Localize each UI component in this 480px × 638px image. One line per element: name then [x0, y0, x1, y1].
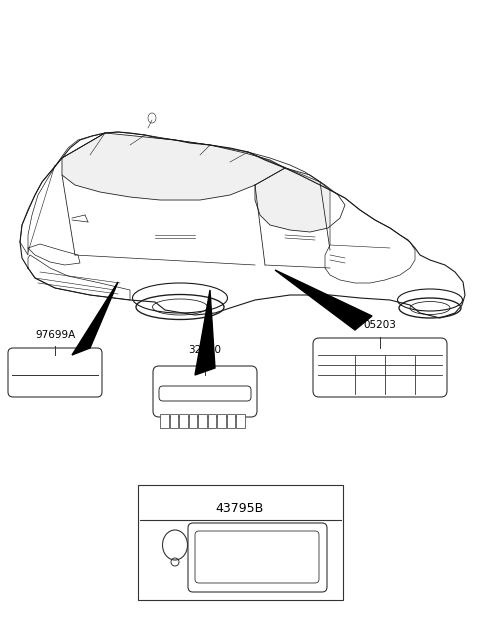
Polygon shape — [62, 133, 285, 200]
Polygon shape — [72, 282, 118, 355]
FancyBboxPatch shape — [159, 386, 251, 401]
FancyBboxPatch shape — [227, 414, 235, 428]
Polygon shape — [255, 168, 345, 232]
FancyBboxPatch shape — [169, 414, 178, 428]
FancyBboxPatch shape — [217, 414, 226, 428]
Text: 97699A: 97699A — [35, 330, 75, 340]
Polygon shape — [195, 290, 215, 375]
FancyBboxPatch shape — [198, 414, 206, 428]
Polygon shape — [275, 270, 372, 330]
FancyBboxPatch shape — [160, 414, 168, 428]
FancyBboxPatch shape — [236, 414, 244, 428]
FancyBboxPatch shape — [8, 348, 102, 397]
FancyBboxPatch shape — [313, 338, 447, 397]
Polygon shape — [20, 133, 105, 255]
Text: 32450: 32450 — [189, 345, 221, 355]
Text: 43795B: 43795B — [216, 502, 264, 515]
FancyBboxPatch shape — [179, 414, 188, 428]
FancyBboxPatch shape — [189, 414, 197, 428]
Text: 05203: 05203 — [363, 320, 396, 330]
Polygon shape — [28, 255, 130, 300]
Polygon shape — [325, 190, 415, 283]
FancyBboxPatch shape — [153, 366, 257, 417]
FancyBboxPatch shape — [195, 531, 319, 583]
FancyBboxPatch shape — [207, 414, 216, 428]
FancyBboxPatch shape — [188, 523, 327, 592]
FancyBboxPatch shape — [138, 485, 343, 600]
